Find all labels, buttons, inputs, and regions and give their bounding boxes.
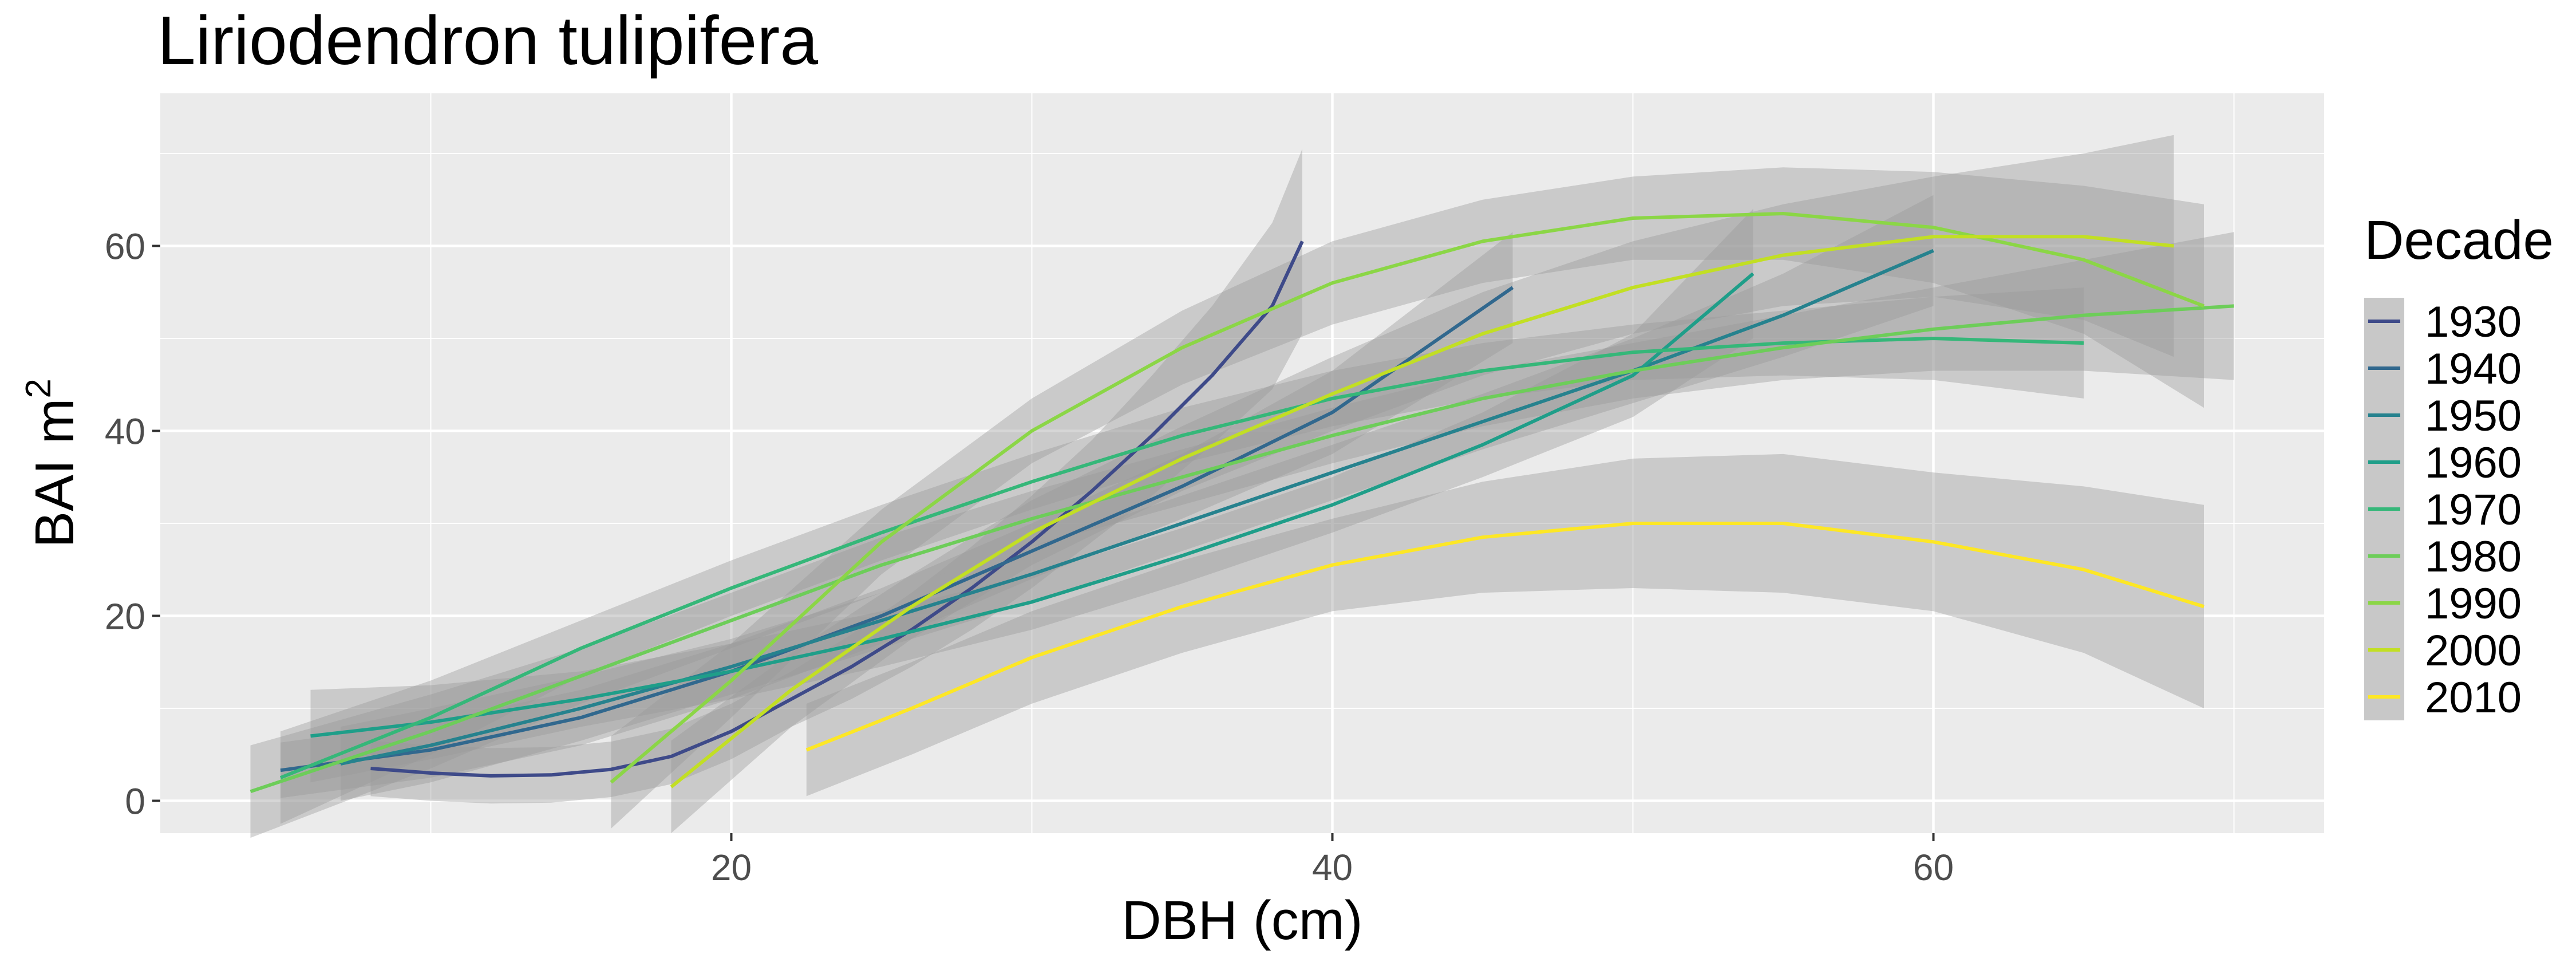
series-line-1970 bbox=[279, 337, 2084, 779]
series-line-2000 bbox=[670, 235, 2174, 788]
legend-item-2010: 2010 bbox=[2364, 673, 2522, 722]
band-2010 bbox=[806, 454, 2204, 797]
legend-item-1930: 1930 bbox=[2364, 298, 2522, 346]
band-1990 bbox=[611, 167, 2204, 829]
y-tick-label: 20 bbox=[105, 596, 145, 637]
band-1980 bbox=[250, 232, 2234, 838]
legend-label-2000: 2000 bbox=[2425, 626, 2522, 675]
legend-label-2010: 2010 bbox=[2425, 673, 2522, 722]
legend-label-1980: 1980 bbox=[2425, 533, 2522, 581]
band-1930 bbox=[370, 148, 1302, 804]
x-tick-label: 20 bbox=[711, 847, 752, 888]
x-tick-label: 60 bbox=[1913, 847, 1954, 888]
x-axis: 20 40 60 bbox=[711, 833, 1954, 888]
legend-label-1970: 1970 bbox=[2425, 486, 2522, 534]
legend-label-1990: 1990 bbox=[2425, 579, 2522, 628]
y-axis: 0 20 40 60 bbox=[105, 226, 160, 822]
chart-title: Liriodendron tulipifera bbox=[157, 2, 818, 79]
legend-label-1950: 1950 bbox=[2425, 392, 2522, 440]
legend-item-2000: 2000 bbox=[2364, 626, 2522, 675]
series-line-1960 bbox=[310, 272, 1755, 738]
legend-title: Decade bbox=[2364, 210, 2554, 271]
x-axis-title: DBH (cm) bbox=[1121, 890, 1362, 951]
legend-label-1940: 1940 bbox=[2425, 345, 2522, 393]
series-line-1940 bbox=[280, 286, 1514, 772]
series-lines bbox=[250, 212, 2234, 794]
x-tick-label: 40 bbox=[1312, 847, 1353, 888]
y-tick-label: 60 bbox=[105, 226, 145, 267]
legend-label-1930: 1930 bbox=[2425, 298, 2522, 346]
band-2000 bbox=[671, 135, 2174, 834]
legend-item-1990: 1990 bbox=[2364, 579, 2522, 628]
legend-item-1980: 1980 bbox=[2364, 533, 2522, 581]
y-axis-title-superscript: 2 bbox=[19, 379, 58, 398]
legend-item-1970: 1970 bbox=[2364, 486, 2522, 534]
band-1960 bbox=[310, 208, 1753, 783]
legend-item-1940: 1940 bbox=[2364, 345, 2522, 393]
y-axis-title: BAI m2 bbox=[19, 379, 85, 548]
band-1950 bbox=[341, 195, 1934, 801]
legend-label-1960: 1960 bbox=[2425, 439, 2522, 487]
series-line-1950 bbox=[340, 249, 1934, 766]
y-axis-title-text: BAI m bbox=[24, 399, 85, 548]
series-line-1930 bbox=[370, 240, 1304, 778]
y-tick-label: 0 bbox=[125, 780, 145, 822]
band-1970 bbox=[280, 287, 2084, 824]
y-tick-label: 40 bbox=[105, 411, 145, 452]
series-line-1990 bbox=[610, 212, 2205, 784]
legend-item-1960: 1960 bbox=[2364, 439, 2522, 487]
series-line-2010 bbox=[805, 522, 2204, 752]
series-line-1980 bbox=[250, 304, 2234, 794]
legend-item-1950: 1950 bbox=[2364, 392, 2522, 440]
